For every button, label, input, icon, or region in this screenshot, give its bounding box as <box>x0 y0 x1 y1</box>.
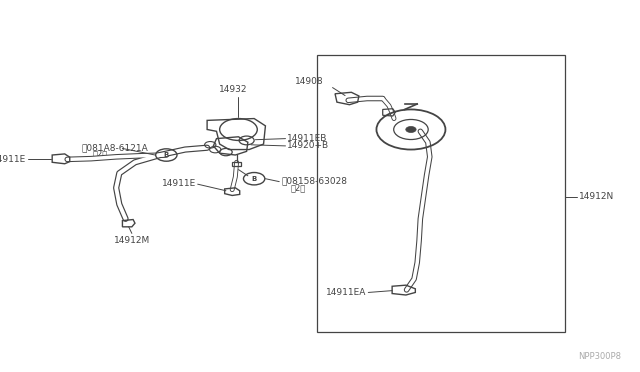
Text: 14920+B: 14920+B <box>287 141 329 150</box>
Text: 14912N: 14912N <box>579 192 614 201</box>
Text: 14908: 14908 <box>294 77 323 86</box>
Text: 14932: 14932 <box>219 85 248 94</box>
Bar <box>317 55 564 332</box>
Text: （2）: （2） <box>291 183 306 192</box>
Text: Ⓑ081A8-6121A: Ⓑ081A8-6121A <box>82 143 148 152</box>
Text: 14911E: 14911E <box>0 155 26 164</box>
Text: B: B <box>164 152 169 158</box>
Text: B: B <box>252 176 257 182</box>
Text: 14911EB: 14911EB <box>287 134 327 143</box>
Circle shape <box>406 126 416 132</box>
Text: 14912M: 14912M <box>114 236 150 245</box>
Text: （2）: （2） <box>92 150 108 158</box>
Text: NPP300P8: NPP300P8 <box>578 352 621 361</box>
Text: 14911EA: 14911EA <box>326 288 367 297</box>
Text: 14911E: 14911E <box>161 179 196 188</box>
Text: Ⓑ08158-63028: Ⓑ08158-63028 <box>281 176 347 185</box>
